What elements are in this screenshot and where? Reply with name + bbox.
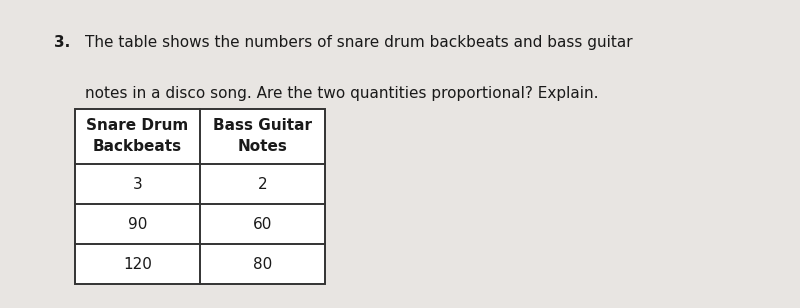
Text: 120: 120 bbox=[123, 257, 152, 272]
Text: 80: 80 bbox=[253, 257, 272, 272]
Text: Bass Guitar: Bass Guitar bbox=[213, 118, 312, 133]
Text: 2: 2 bbox=[258, 177, 267, 192]
Text: 90: 90 bbox=[128, 217, 147, 232]
Text: notes in a disco song. Are the two quantities proportional? Explain.: notes in a disco song. Are the two quant… bbox=[85, 86, 598, 101]
Text: Backbeats: Backbeats bbox=[93, 139, 182, 154]
Text: 3: 3 bbox=[133, 177, 142, 192]
Text: Notes: Notes bbox=[238, 139, 287, 154]
Text: 60: 60 bbox=[253, 217, 272, 232]
Text: Snare Drum: Snare Drum bbox=[86, 118, 189, 133]
Text: 3.: 3. bbox=[54, 35, 70, 51]
FancyBboxPatch shape bbox=[75, 109, 325, 284]
Text: The table shows the numbers of snare drum backbeats and bass guitar: The table shows the numbers of snare dru… bbox=[85, 35, 633, 51]
